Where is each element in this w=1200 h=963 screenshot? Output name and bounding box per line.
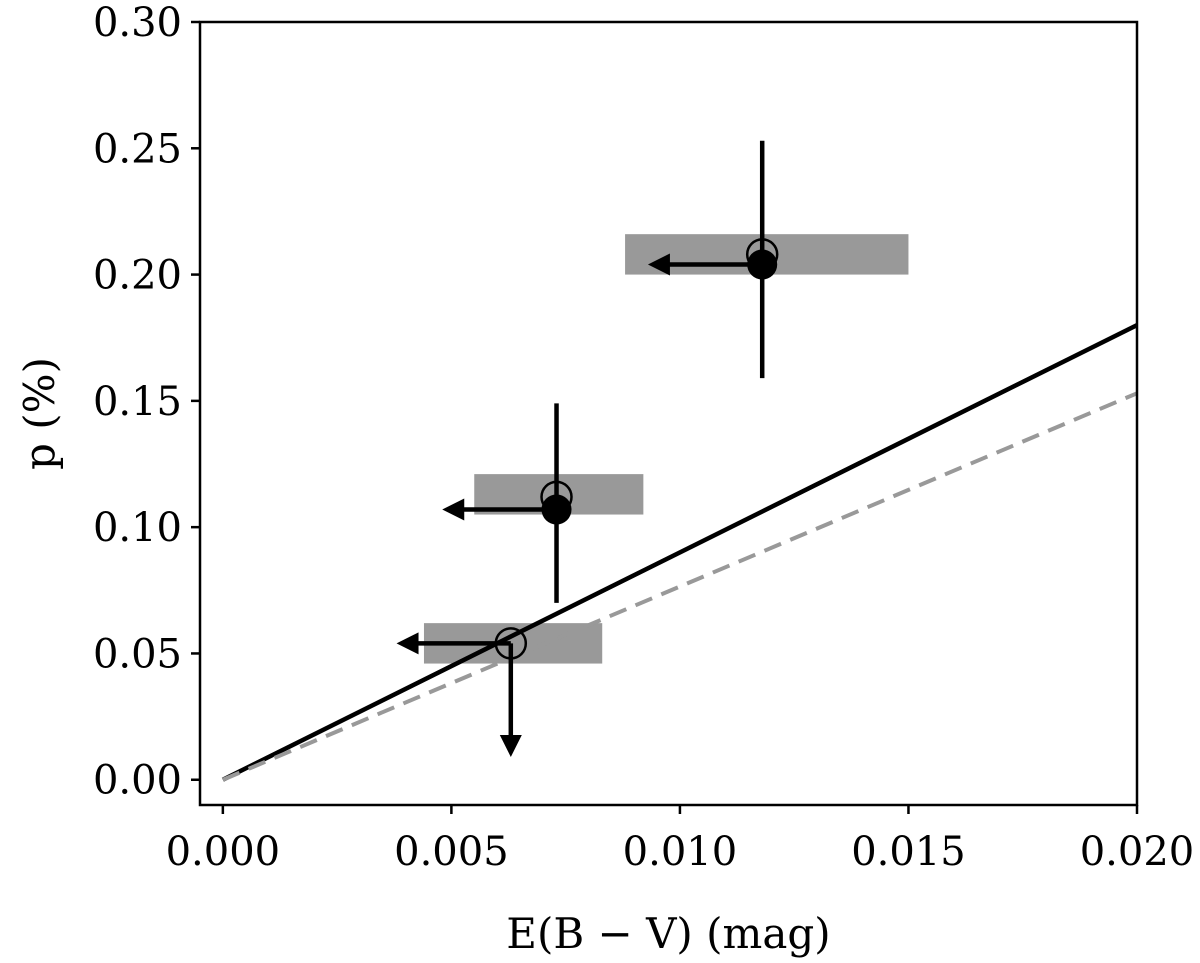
y-tick-label: 0.10 (93, 505, 182, 551)
x-tick-label: 0.010 (623, 829, 738, 875)
x-tick-label: 0.015 (851, 829, 966, 875)
x-tick-label: 0.000 (166, 829, 281, 875)
y-upper-limit-arrowhead (499, 735, 522, 758)
y-tick-label: 0.30 (93, 0, 182, 46)
x-upper-limit-arrowhead (442, 498, 465, 521)
y-axis-label: p (%) (15, 357, 64, 470)
open-circle-point (494, 627, 528, 660)
y-tick-label: 0.15 (93, 379, 182, 425)
solid-fit-line (221, 323, 1139, 782)
x-tick-label: 0.020 (1080, 829, 1195, 875)
filled-circle-point (747, 249, 778, 280)
x-axis-ticks: 0.000 0.005 0.010 0.015 0.020 (166, 805, 1195, 875)
x-tick-label: 0.005 (394, 829, 509, 875)
y-tick-label: 0.25 (93, 126, 182, 172)
x-axis-label: E(B − V) (mag) (506, 909, 830, 958)
uncertainty-bands (423, 234, 909, 664)
x-upper-limit-arrowhead (647, 253, 670, 276)
plot-frame (198, 20, 1139, 807)
data-points (396, 140, 779, 758)
x-upper-limit-arrowhead (396, 632, 419, 655)
y-axis-ticks: 0.00 0.05 0.10 0.15 0.20 0.25 0.30 (93, 0, 200, 804)
dashed-fit-line (222, 391, 1138, 782)
filled-circle-point (541, 494, 572, 525)
y-tick-label: 0.00 (93, 758, 182, 804)
y-tick-label: 0.20 (93, 253, 182, 299)
fit-lines (221, 323, 1139, 782)
y-tick-label: 0.05 (93, 631, 182, 677)
